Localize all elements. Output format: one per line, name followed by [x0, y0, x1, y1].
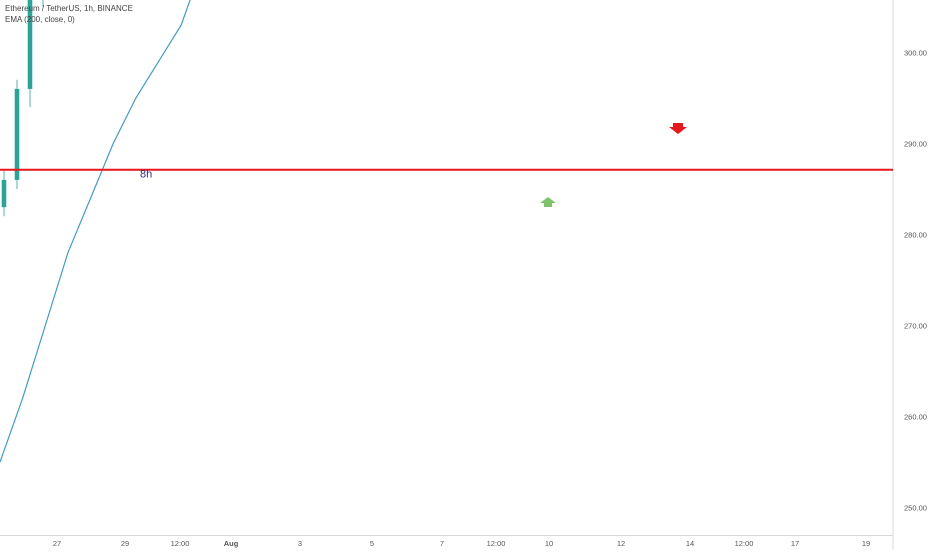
x-tick-label: 29: [121, 539, 129, 548]
x-tick-label: 3: [298, 539, 302, 548]
y-tick-label: 300.00: [904, 49, 927, 58]
symbol-title: Ethereum / TetherUS, 1h, BINANCE: [5, 4, 133, 13]
x-tick-label: 14: [686, 539, 694, 548]
ema-200-line: [0, 0, 191, 463]
y-tick-label: 290.00: [904, 140, 927, 149]
x-tick-label: 5: [370, 539, 374, 548]
x-tick-label: 12: [617, 539, 625, 548]
up-arrow-icon: [540, 197, 556, 207]
x-tick-label: 17: [791, 539, 799, 548]
down-arrow-icon: [669, 123, 687, 134]
candle-body: [27, 0, 33, 89]
y-tick-label: 260.00: [904, 413, 927, 422]
x-tick-label: 19: [862, 539, 870, 548]
y-tick-label: 270.00: [904, 322, 927, 331]
chart-header: Ethereum / TetherUS, 1h, BINANCE EMA (20…: [5, 3, 133, 25]
price-axis-panel: [893, 0, 932, 550]
indicator-label: EMA (200, close, 0): [5, 15, 75, 24]
x-tick-label: 12:00: [735, 539, 754, 548]
candle-body: [14, 88, 20, 180]
candles-group: [1, 0, 44, 217]
candle-body: [1, 179, 7, 208]
x-tick-label: 7: [440, 539, 444, 548]
level-8h-label: 8h: [140, 169, 152, 181]
x-tick-label: Aug: [224, 539, 239, 548]
x-tick-label: 12:00: [171, 539, 190, 548]
y-tick-label: 250.00: [904, 504, 927, 513]
x-tick-label: 27: [53, 539, 61, 548]
y-tick-label: 280.00: [904, 231, 927, 240]
x-tick-label: 10: [545, 539, 553, 548]
x-tick-label: 12:00: [487, 539, 506, 548]
